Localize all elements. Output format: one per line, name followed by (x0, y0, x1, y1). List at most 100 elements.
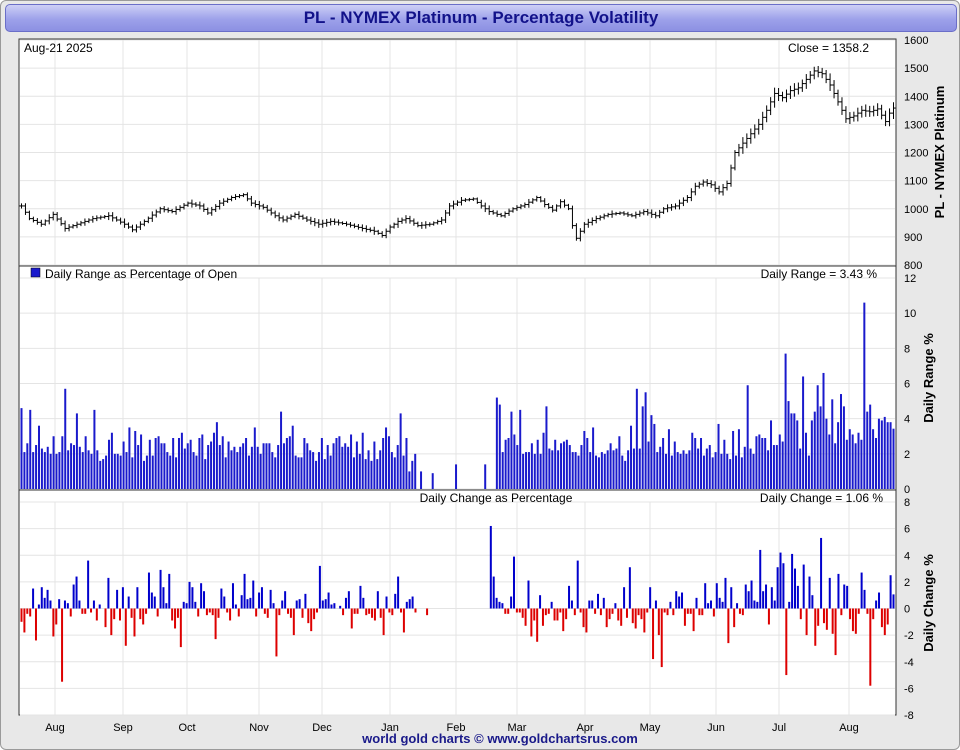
range-bar (20, 408, 23, 489)
change-bar-down (556, 608, 559, 621)
y-tick-label: 4 (904, 550, 910, 562)
change-bar-up (539, 595, 542, 609)
change-bar-up (765, 584, 768, 609)
change-bar-up (249, 597, 252, 609)
range-bar (592, 427, 595, 489)
change-bar-up (889, 575, 892, 609)
change-bar-down (391, 608, 394, 616)
change-bar-down (585, 608, 588, 633)
change-bar-down (275, 608, 278, 657)
change-bar-down (634, 608, 637, 629)
range-bar (702, 455, 705, 489)
range-bar (857, 432, 860, 489)
range-bar (137, 445, 140, 489)
range-bar (70, 443, 73, 489)
range-bar (160, 443, 163, 489)
range-bar (84, 436, 87, 489)
range-bar (72, 445, 75, 489)
y-tick-label: 1300 (904, 119, 928, 131)
range-bar (735, 455, 738, 489)
change-bar-up (147, 572, 150, 609)
change-bar-down (663, 608, 666, 613)
range-bar (166, 452, 169, 489)
range-bar (268, 443, 271, 489)
range-bar (75, 413, 78, 489)
change-bar-up (188, 581, 191, 609)
range-bar (872, 429, 875, 489)
range-bar (116, 453, 119, 489)
range-bar (673, 441, 676, 489)
change-bar-down (518, 608, 521, 613)
change-bar-down (402, 608, 405, 633)
change-bar-down (822, 608, 825, 624)
x-tick-label: Sep (113, 722, 133, 734)
change-bar-up (501, 603, 504, 609)
change-bar-up (568, 585, 571, 609)
change-bar-up (675, 591, 678, 609)
range-bar (64, 388, 67, 489)
range-bar (52, 436, 55, 489)
range-bar (55, 453, 58, 489)
range-bar (831, 399, 834, 489)
range-bar (344, 443, 347, 489)
range-bar (259, 453, 262, 489)
change-bar-up (779, 552, 782, 609)
change-bar-down (611, 608, 614, 614)
change-bar-up (220, 588, 223, 609)
change-bar-up (121, 587, 124, 609)
change-bar-down (229, 608, 232, 621)
change-bar-down (507, 608, 510, 614)
range-bar (399, 413, 402, 489)
change-bar-down (617, 608, 620, 621)
range-bar (312, 452, 315, 489)
range-bar (866, 411, 869, 489)
range-bar (784, 353, 787, 489)
change-bar-down (834, 608, 837, 656)
range-bar (61, 436, 64, 489)
range-bar (883, 416, 886, 489)
y-tick-label: 1200 (904, 148, 928, 160)
change-bar-up (744, 584, 747, 609)
range-bar (148, 439, 151, 489)
change-bar-up (87, 560, 90, 609)
range-bar (431, 473, 434, 489)
change-bar-down (692, 608, 695, 632)
date-label: Aug-21 2025 (24, 41, 93, 55)
change-bar-up (628, 567, 631, 609)
change-bar-up (234, 604, 237, 609)
range-bar (805, 432, 808, 489)
range-bar (317, 452, 320, 489)
x-tick-label: May (640, 722, 661, 734)
change-bar-down (113, 608, 116, 620)
range-bar (539, 453, 542, 489)
range-bar (822, 372, 825, 489)
change-bar-up (75, 576, 78, 609)
range-bar (105, 455, 108, 489)
range-bar (732, 430, 735, 489)
y-tick-label: 1500 (904, 63, 928, 75)
change-bar-up (63, 600, 66, 609)
range-bar (271, 452, 274, 489)
change-bar-down (315, 608, 318, 613)
range-bar (122, 441, 125, 489)
change-bar-up (272, 603, 275, 609)
range-bar (624, 460, 627, 489)
range-bar (172, 438, 175, 489)
change-bar-down (382, 608, 385, 636)
change-bar-down (880, 608, 883, 628)
change-bar-up (260, 587, 263, 609)
range-bar (641, 406, 644, 489)
change-bar-down (179, 608, 182, 648)
y-tick-label: 0 (904, 484, 910, 496)
change-bar-up (597, 593, 600, 609)
range-bar (711, 457, 714, 489)
change-bar-down (712, 608, 715, 617)
change-bar-down (733, 608, 736, 628)
range-bar (665, 453, 668, 489)
x-tick-label: Feb (447, 722, 466, 734)
change-bar-down (553, 608, 556, 621)
change-bar-down (886, 608, 889, 625)
change-bar-down (547, 608, 550, 614)
change-bar-up (37, 604, 40, 609)
change-bar-up (159, 569, 162, 609)
